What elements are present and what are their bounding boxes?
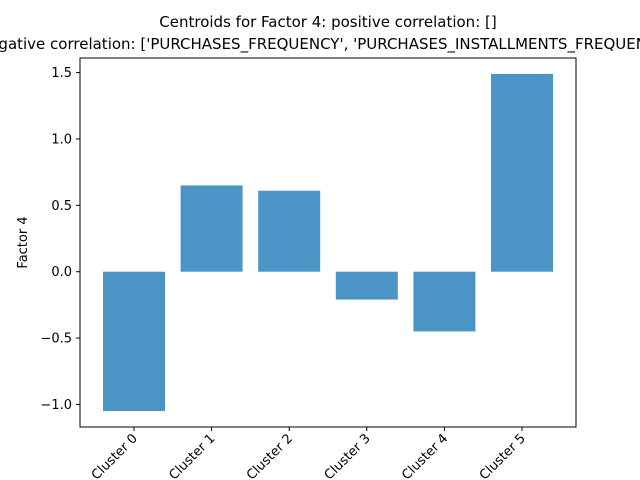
bar-cluster-2 (258, 190, 321, 272)
y-axis-label: Factor 4 (16, 216, 31, 268)
chart-subtitle: negative correlation: ['PURCHASES_FREQUE… (0, 35, 640, 54)
y-tick-label: 0.0 (51, 265, 72, 280)
chart-title: Centroids for Factor 4: positive correla… (159, 13, 496, 31)
bar-cluster-5 (491, 73, 553, 272)
x-tick-label: Cluster 4 (399, 431, 451, 480)
plot-frame (79, 57, 577, 428)
bar-cluster-4 (413, 271, 476, 332)
x-tick-label: Cluster 2 (244, 431, 296, 480)
y-tick-label: 0.5 (51, 199, 72, 214)
y-tick-label: 1.5 (51, 66, 72, 81)
y-tick-label: 1.0 (51, 132, 72, 147)
bar-cluster-0 (103, 271, 165, 412)
x-tick-label: Cluster 3 (322, 431, 374, 480)
y-tick-label: −0.5 (40, 332, 72, 347)
x-tick-label: Cluster 0 (89, 431, 141, 480)
x-axis: Cluster 0 Cluster 1 Cluster 2 Cluster 3 Clus… (89, 427, 529, 480)
x-tick-label: Cluster 5 (477, 431, 529, 480)
y-tick-label: −1.0 (40, 398, 72, 413)
bar-cluster-3 (335, 271, 398, 300)
x-tick-label: Cluster 1 (166, 431, 218, 480)
bars-group (103, 73, 553, 412)
bar-cluster-1 (180, 185, 243, 272)
y-axis: −1.0 −0.5 0.0 0.5 1.0 1.5 (40, 66, 80, 413)
